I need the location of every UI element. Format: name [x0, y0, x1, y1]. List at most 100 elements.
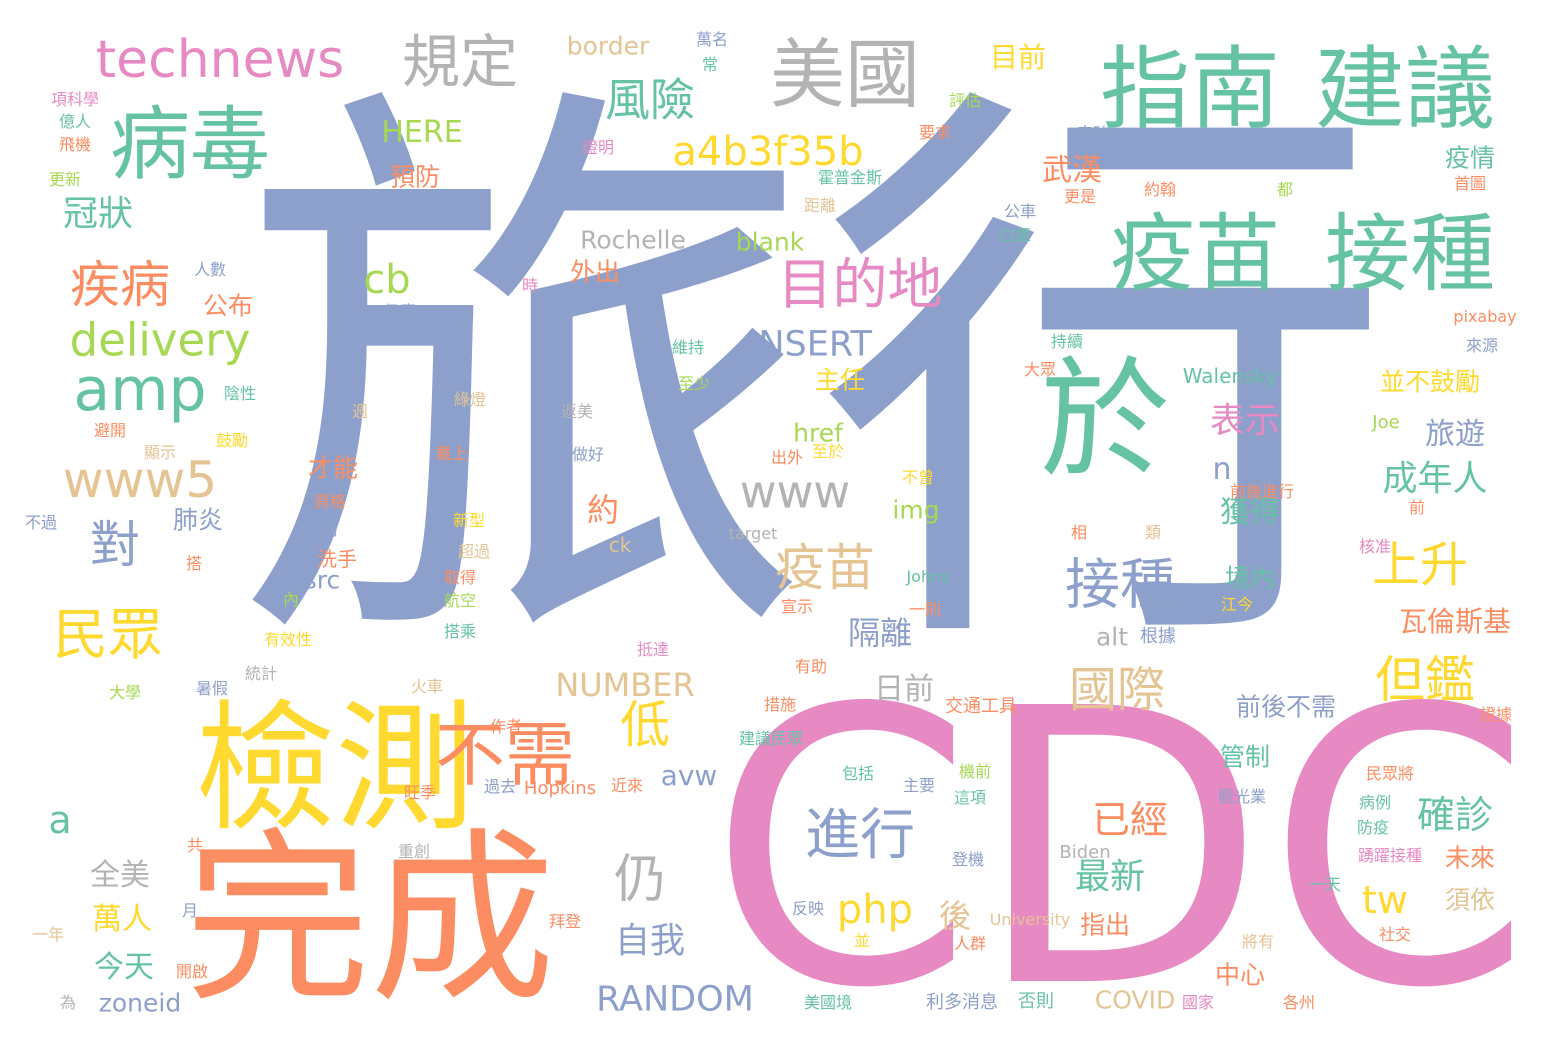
word-cloud-word: RANDOM — [596, 979, 754, 1020]
word-cloud-word: 拜登 — [548, 912, 582, 931]
word-cloud-word: 大學 — [108, 683, 142, 702]
word-cloud-word: HERE — [381, 115, 463, 150]
word-cloud-word: 公車 — [1003, 202, 1037, 221]
word-cloud-word: 美國境 — [803, 993, 853, 1012]
word-cloud-word: 類 — [1144, 523, 1162, 542]
word-cloud-word: 指出 — [1079, 910, 1131, 940]
word-cloud-word: 主任 — [814, 365, 866, 395]
word-cloud-word: 相 — [1070, 523, 1088, 542]
word-cloud-word: 境內 — [1224, 563, 1276, 593]
word-cloud-word: 公布 — [202, 291, 254, 321]
word-cloud-word: 為 — [59, 993, 77, 1012]
word-cloud-word: 月 — [181, 901, 199, 920]
word-cloud-word: 已經 — [1091, 798, 1169, 842]
word-cloud-word: 中心 — [1214, 960, 1266, 990]
word-cloud-word: 做好 — [571, 445, 605, 464]
word-cloud-word: 搭 — [185, 554, 203, 573]
word-cloud-word: php — [836, 887, 914, 933]
word-cloud-word: 證據 — [1479, 705, 1513, 724]
word-cloud-word: 疫苗 — [775, 539, 875, 597]
word-cloud-word: 萬人 — [92, 902, 152, 937]
word-cloud-word: 國際 — [1068, 662, 1166, 718]
word-cloud-word: img — [892, 495, 940, 525]
word-cloud-word: 措施 — [763, 695, 797, 714]
word-cloud-word: 美國 — [769, 30, 921, 119]
word-cloud-word: 內 — [282, 590, 300, 609]
word-cloud-word: delivery — [69, 313, 251, 367]
word-cloud-word: 江今 — [1220, 595, 1254, 614]
word-cloud-word: 國家 — [1181, 993, 1215, 1012]
word-cloud-word: 人群 — [953, 934, 987, 953]
word-cloud-word: www — [739, 465, 851, 519]
word-cloud-word: 登機 — [951, 850, 985, 869]
word-cloud-word: Joe — [1372, 412, 1400, 433]
word-cloud-word: n — [1212, 452, 1232, 487]
word-cloud-word: border — [566, 31, 650, 61]
word-cloud-word: 外出 — [569, 257, 621, 287]
word-cloud-word: 抵達 — [636, 640, 670, 659]
word-cloud-word: 核准 — [1358, 537, 1392, 556]
word-cloud-word: 反映 — [791, 899, 825, 918]
word-cloud-word: 並 — [853, 931, 871, 950]
word-cloud-word: 但鑑 — [1375, 651, 1475, 709]
word-cloud-word: 一則 — [908, 600, 942, 619]
word-cloud-word: 這項 — [953, 788, 987, 807]
word-cloud-word: 綠燈 — [453, 390, 487, 409]
word-cloud-word: 顯示 — [143, 443, 177, 462]
word-cloud-word: 否則 — [1018, 991, 1054, 1012]
word-cloud-word: 獲得 — [1220, 495, 1280, 530]
word-cloud-word: pixabay — [1453, 307, 1517, 326]
word-cloud-word: 日前 — [874, 672, 934, 707]
word-cloud-word: 出外 — [770, 448, 804, 467]
word-cloud-word: 飛機 — [58, 135, 92, 154]
word-cloud-word: 仍應 — [383, 302, 417, 321]
word-cloud-word: 至於 — [811, 442, 845, 461]
word-cloud-word: 利多消息 — [926, 992, 998, 1013]
word-cloud-word: 預防 — [389, 162, 441, 192]
word-cloud-word: Johns — [906, 567, 950, 586]
word-cloud-word: 規定 — [401, 28, 519, 96]
word-cloud-word: zoneid — [98, 988, 182, 1018]
word-cloud-word: 距離 — [803, 196, 837, 215]
word-cloud-word: 取得 — [443, 568, 477, 587]
word-cloud-word: 進行 — [804, 802, 916, 867]
word-cloud-word: 社交 — [1378, 925, 1412, 944]
word-cloud-word: 前後進行 — [1229, 482, 1295, 501]
word-cloud-word: INSERT — [748, 324, 872, 365]
word-cloud-word: 宣示 — [780, 597, 814, 616]
word-cloud-word: 旅行 — [235, 42, 1395, 717]
word-cloud-word: 重創 — [397, 842, 431, 861]
word-cloud-word: 確診 — [1416, 793, 1494, 837]
word-cloud-word: 機前 — [958, 762, 992, 781]
word-cloud-word: technews — [95, 30, 345, 90]
word-cloud-word: 武漢 — [1042, 153, 1102, 188]
word-cloud-word: 一天 — [1308, 875, 1342, 894]
word-cloud-word: 上升 — [1371, 537, 1469, 593]
word-cloud-word: 低 — [620, 696, 670, 754]
word-cloud-word: 各州 — [1282, 993, 1316, 1012]
word-cloud-word: 突破 — [1076, 124, 1110, 143]
word-cloud-word: 過去 — [483, 777, 517, 796]
word-cloud-word: 民眾 — [52, 602, 164, 667]
word-cloud-word: 旅遊 — [1425, 417, 1485, 452]
word-cloud-word: 今天 — [94, 950, 154, 985]
word-cloud-word: 作者 — [489, 717, 523, 736]
word-cloud-word: 病毒 — [110, 98, 270, 191]
word-cloud-word: 病例 — [1358, 793, 1392, 812]
word-cloud-word: 仍 — [613, 850, 667, 910]
word-cloud-word: ck — [608, 533, 632, 557]
word-cloud-word: 持續 — [1050, 332, 1084, 351]
word-cloud-word: 鼓勵 — [215, 431, 249, 450]
word-cloud-word: 來源 — [1465, 336, 1499, 355]
word-cloud-word: 火車 — [410, 677, 444, 696]
word-cloud-word: 約翰 — [1143, 180, 1177, 199]
word-cloud-word: 口罩 — [998, 226, 1032, 245]
word-cloud-word: 目的地 — [777, 252, 943, 317]
word-cloud-word: 主要 — [902, 776, 936, 795]
word-cloud-word: 前後不需 — [1235, 692, 1337, 722]
word-cloud-word: 並不鼓勵 — [1379, 367, 1481, 397]
word-cloud-word: 評估 — [948, 91, 982, 110]
word-cloud-word: 資格 — [313, 492, 347, 511]
word-cloud-word: 返美 — [560, 402, 594, 421]
word-cloud-word: 接種 — [1324, 205, 1496, 305]
